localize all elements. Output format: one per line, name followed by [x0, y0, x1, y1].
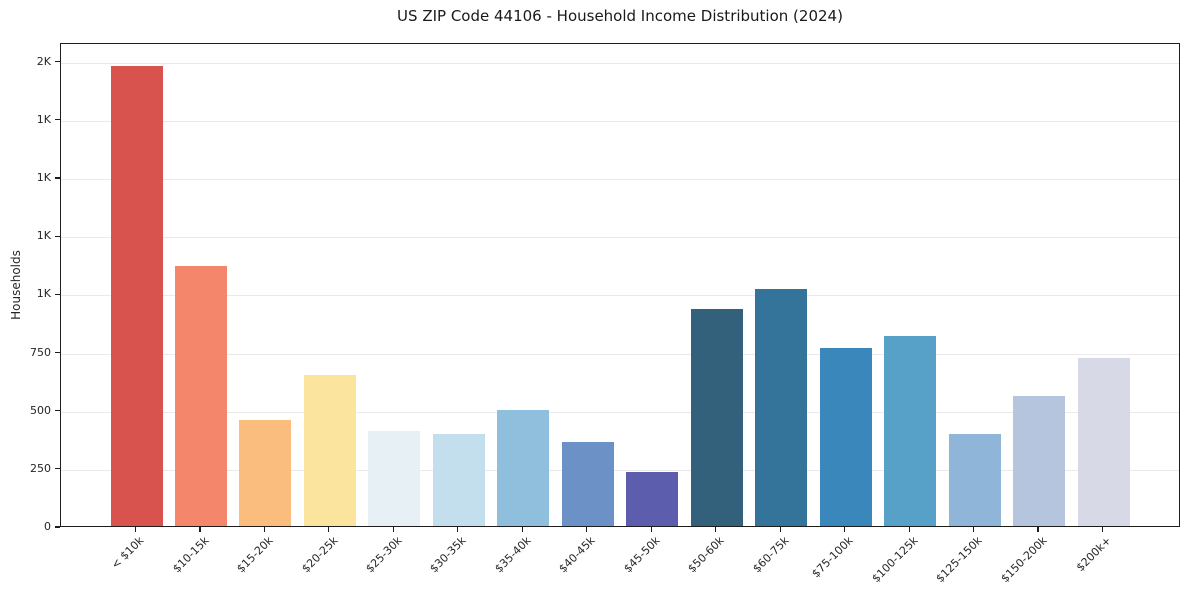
plot-area — [60, 43, 1180, 527]
y-tick-mark — [55, 526, 60, 528]
bar-6 — [432, 433, 485, 526]
x-tick-mark — [199, 527, 201, 532]
y-tick-mark — [55, 61, 60, 63]
x-tick-mark — [586, 527, 588, 532]
x-tick-mark — [457, 527, 459, 532]
x-tick-label: < $10k — [109, 534, 147, 572]
x-tick-mark — [908, 527, 910, 532]
x-tick-mark — [134, 527, 137, 532]
bar-10 — [690, 308, 743, 526]
bar-11 — [755, 289, 808, 526]
y-tick-mark — [55, 351, 60, 354]
x-tick-mark — [779, 527, 781, 532]
bar-3 — [239, 419, 292, 526]
y-tick-mark — [55, 410, 60, 412]
bar-13 — [884, 335, 937, 526]
y-tick-label: 1K — [36, 287, 51, 301]
x-tick-label: $25-30k — [363, 534, 405, 576]
bar-16 — [1077, 357, 1130, 526]
x-tick-mark — [392, 527, 394, 532]
y-tick-label: 0 — [44, 520, 51, 533]
x-tick-label: $40-45k — [556, 534, 599, 576]
y-tick-label: 1K — [36, 112, 51, 126]
bar-1 — [110, 66, 163, 526]
x-tick-label: $75-100k — [809, 534, 856, 581]
bar-2 — [175, 266, 227, 526]
x-tick-label: $125-150k — [933, 534, 985, 586]
bar-8 — [561, 441, 614, 526]
y-tick-label: 2K — [36, 54, 51, 68]
x-tick-mark — [328, 527, 330, 532]
x-tick-mark — [263, 527, 265, 532]
y-tick-label: 750 — [30, 345, 51, 359]
x-tick-mark — [973, 527, 975, 532]
y-tick-mark — [55, 177, 60, 179]
y-tick-label: 250 — [30, 461, 51, 475]
gridline — [61, 469, 1179, 471]
gridline — [61, 411, 1179, 413]
x-tick-mark — [521, 527, 523, 532]
y-tick-label: 1K — [36, 171, 51, 184]
x-tick-label: $50-60k — [685, 534, 727, 576]
x-tick-label: $30-35k — [427, 534, 470, 576]
bar-4 — [303, 374, 356, 526]
x-tick-label: $15-20k — [234, 534, 276, 576]
bar-9 — [626, 471, 679, 526]
x-tick-label: $45-50k — [621, 534, 663, 576]
bar-15 — [1013, 395, 1065, 526]
gridline — [61, 237, 1179, 239]
y-tick-mark — [55, 293, 60, 295]
x-tick-label: $100-125k — [869, 534, 921, 586]
bar-7 — [497, 409, 550, 526]
gridline — [61, 120, 1179, 122]
x-tick-label: $60-75k — [750, 534, 792, 576]
bar-12 — [819, 347, 872, 526]
x-tick-mark — [1037, 527, 1039, 532]
x-tick-mark — [1101, 527, 1104, 532]
y-tick-label: 500 — [30, 403, 51, 417]
bar-5 — [368, 430, 421, 526]
x-tick-mark — [650, 527, 652, 532]
gridline — [61, 353, 1179, 355]
x-tick-mark — [844, 527, 846, 532]
y-axis-label: Households — [9, 250, 23, 320]
y-tick-label: 1K — [36, 229, 51, 243]
x-tick-label: $150-200k — [998, 534, 1050, 586]
y-tick-mark — [55, 119, 60, 121]
x-tick-label: $20-25k — [298, 534, 341, 576]
x-tick-label: $200k+ — [1073, 534, 1114, 575]
x-tick-label: $35-40k — [492, 534, 534, 576]
y-tick-mark — [55, 235, 60, 237]
x-tick-mark — [715, 527, 717, 532]
bar-14 — [948, 433, 1001, 526]
y-tick-mark — [55, 468, 60, 470]
gridline — [61, 295, 1179, 297]
x-tick-label: $10-15k — [169, 534, 212, 576]
gridline — [61, 179, 1179, 180]
chart-title: US ZIP Code 44106 - Household Income Dis… — [397, 7, 843, 25]
gridline — [61, 62, 1179, 64]
